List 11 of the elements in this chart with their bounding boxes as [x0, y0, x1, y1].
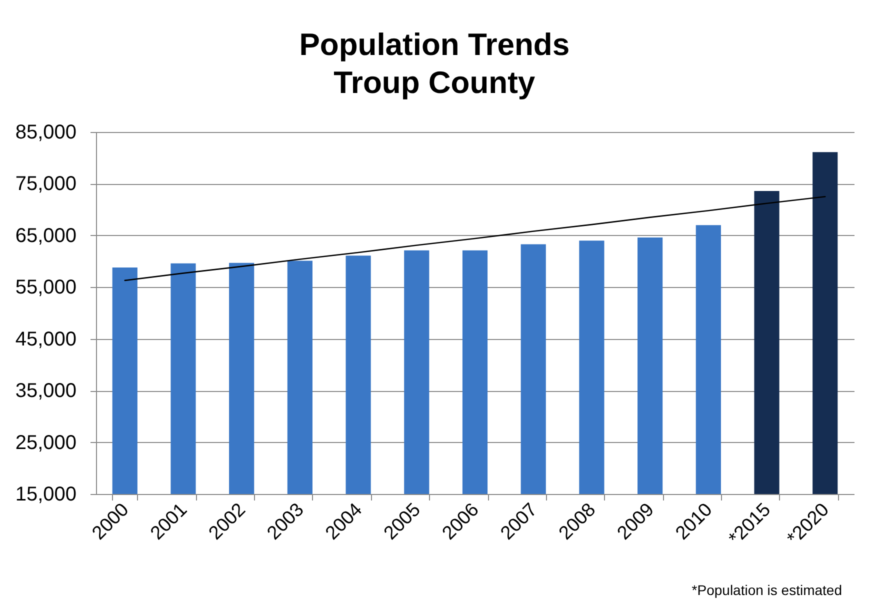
y-tick-label: 25,000 — [15, 432, 76, 454]
line-series — [124, 196, 826, 282]
y-tick-label: 75,000 — [15, 173, 76, 196]
chart-title: Population Trends Troup County — [299, 27, 570, 100]
text: *Population is estimated — [692, 582, 842, 598]
y-tick-label: 85,000 — [15, 122, 76, 144]
y-tick-label: 15,000 — [15, 484, 76, 506]
y-tick-label: 65,000 — [15, 224, 76, 247]
y-tick-label: 35,000 — [15, 380, 76, 402]
y-tick-label: 45,000 — [15, 328, 76, 350]
y-tick-label: 55,000 — [15, 276, 76, 299]
